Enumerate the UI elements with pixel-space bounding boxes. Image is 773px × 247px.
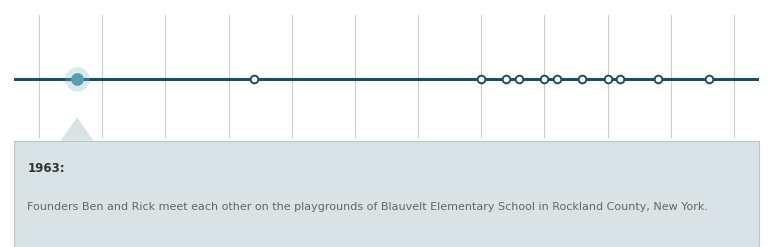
Text: Founders Ben and Rick meet each other on the playgrounds of Blauvelt Elementary : Founders Ben and Rick meet each other on…	[27, 202, 708, 212]
Polygon shape	[60, 117, 94, 141]
Text: 1963:: 1963:	[27, 162, 65, 175]
